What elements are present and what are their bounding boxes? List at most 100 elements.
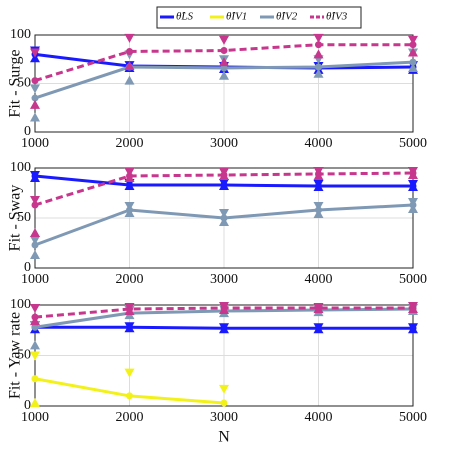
max-marker — [313, 33, 324, 43]
max-marker — [124, 368, 135, 378]
min-marker — [124, 306, 135, 316]
max-marker — [313, 202, 324, 211]
min-marker — [219, 217, 229, 226]
y-tick-label: 100 — [10, 27, 31, 42]
x-tick-label: 3000 — [210, 272, 238, 287]
y-tick-label: 0 — [24, 398, 31, 413]
point — [409, 58, 417, 66]
point — [31, 77, 39, 85]
x-tick-label: 5000 — [399, 410, 427, 425]
min-marker — [219, 305, 229, 315]
max-marker — [30, 351, 40, 361]
x-tick-label: 2000 — [116, 410, 144, 425]
min-marker — [219, 171, 229, 180]
y-tick-label: 50 — [17, 348, 31, 363]
min-marker — [408, 324, 418, 334]
y-tick-label: 0 — [24, 260, 31, 275]
x-tick-label: 2000 — [116, 136, 144, 151]
min-marker — [313, 68, 324, 78]
x-tick-label: 4000 — [305, 272, 333, 287]
min-marker — [313, 324, 324, 334]
legend-box — [156, 6, 362, 29]
min-marker — [408, 62, 418, 72]
min-marker — [408, 47, 418, 57]
y-axis-label: Fit - Sway — [7, 185, 24, 252]
legend-label: θ̂IV1 — [226, 11, 247, 23]
min-marker — [124, 208, 135, 217]
min-marker — [30, 99, 40, 109]
x-tick-label: 1000 — [21, 136, 49, 151]
max-marker — [408, 35, 418, 45]
max-marker — [219, 209, 229, 218]
x-tick-label: 2000 — [116, 272, 144, 287]
max-marker — [124, 33, 135, 43]
min-marker — [219, 181, 229, 190]
min-marker — [313, 304, 324, 314]
max-marker — [30, 236, 40, 245]
min-marker — [408, 304, 418, 314]
max-marker — [30, 304, 40, 314]
x-tick-label: 1000 — [21, 410, 49, 425]
min-marker — [313, 171, 324, 180]
min-marker — [30, 340, 40, 350]
x-tick-label: 3000 — [210, 136, 238, 151]
min-marker — [30, 250, 40, 259]
min-marker — [30, 53, 40, 63]
max-marker — [219, 35, 229, 45]
y-tick-label: 0 — [24, 124, 31, 139]
point — [31, 94, 39, 102]
y-tick-label: 100 — [10, 297, 31, 312]
min-marker — [219, 324, 229, 334]
min-marker — [30, 112, 40, 122]
max-marker — [124, 168, 135, 177]
min-marker — [219, 70, 229, 80]
y-tick-label: 50 — [17, 210, 31, 225]
x-tick-label: 4000 — [305, 136, 333, 151]
min-marker — [30, 316, 40, 326]
min-marker — [124, 75, 135, 85]
min-marker — [408, 204, 418, 213]
min-marker — [30, 173, 40, 182]
point — [31, 375, 39, 383]
point — [220, 64, 228, 72]
min-marker — [313, 49, 324, 59]
min-marker — [408, 182, 418, 191]
y-tick-label: 50 — [17, 76, 31, 91]
max-marker — [30, 196, 40, 205]
x-tick-label: 3000 — [210, 410, 238, 425]
min-marker — [124, 323, 135, 333]
y-axis-label: Fit - Surge — [7, 49, 24, 117]
x-tick-label: 4000 — [305, 410, 333, 425]
legend-label: θ̂IV3 — [326, 11, 348, 23]
max-marker — [408, 198, 418, 207]
point — [220, 399, 228, 407]
legend-label: θ̂IV2 — [276, 11, 298, 23]
y-tick-label: 100 — [10, 160, 31, 175]
x-tick-label: 1000 — [21, 272, 49, 287]
min-marker — [408, 170, 418, 179]
max-marker — [30, 48, 40, 58]
min-marker — [124, 61, 135, 71]
x-tick-label: 5000 — [399, 272, 427, 287]
min-marker — [313, 209, 324, 218]
max-marker — [30, 84, 40, 94]
legend: θ̂LS θ̂IV1 θ̂IV2 θ̂IV3 — [156, 6, 362, 29]
min-marker — [124, 181, 135, 190]
x-axis-label: N — [218, 429, 230, 446]
max-marker — [219, 384, 229, 394]
y-axis-label: Fit - Yaw rate — [7, 312, 24, 399]
point — [315, 63, 322, 71]
min-marker — [313, 182, 324, 191]
min-marker — [30, 397, 40, 407]
point — [220, 47, 228, 55]
point — [126, 47, 133, 55]
min-marker — [219, 57, 229, 67]
min-marker — [124, 173, 135, 182]
legend-label: θ̂LS — [176, 11, 194, 23]
x-tick-label: 5000 — [399, 136, 427, 151]
point — [126, 392, 133, 400]
min-marker — [30, 228, 40, 237]
point — [315, 41, 322, 49]
max-marker — [124, 202, 135, 211]
